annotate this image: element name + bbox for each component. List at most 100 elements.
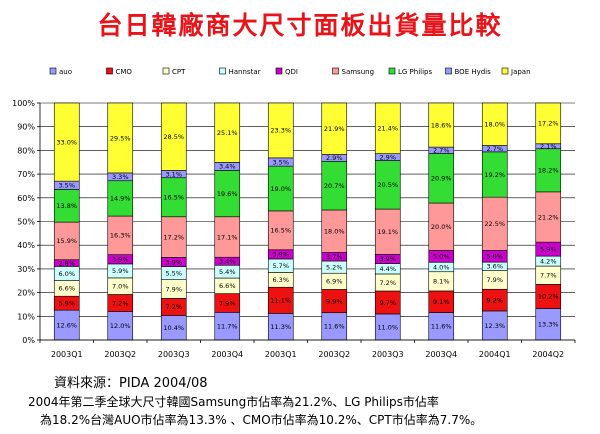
- legend-swatch-8: [501, 67, 509, 75]
- bar-segment-auo: [535, 308, 562, 341]
- data-label: 3.1%: [165, 170, 182, 178]
- x-tick-label: 2003Q1: [265, 350, 297, 359]
- data-label: 2.1%: [540, 143, 557, 151]
- bar-segment-lg-philips: [535, 148, 562, 193]
- y-axis: 0% 10% 20% 30% 40% 50% 60% 70% 80% 90% 100%: [12, 99, 41, 345]
- bar-segment-japan: [107, 102, 134, 174]
- data-label: 22.5%: [484, 220, 505, 228]
- bar-segment-japan: [374, 102, 401, 154]
- bar-segment-lg-philips: [321, 161, 348, 211]
- data-label: 4.4%: [379, 265, 396, 273]
- bar-segment-samsung: [535, 191, 562, 243]
- bar-segment-samsung: [160, 216, 187, 258]
- data-label: 9.7%: [379, 299, 396, 307]
- data-label: 15.9%: [56, 237, 77, 245]
- data-label: 3.4%: [219, 163, 236, 171]
- data-label: 18.2%: [538, 167, 559, 175]
- note-line-1: 2004年第二季全球大尺寸韓國Samsung市佔率為21.2%、LG Phili…: [28, 395, 439, 409]
- bar-segment-samsung: [321, 209, 348, 253]
- data-label: 20.9%: [431, 175, 452, 183]
- data-label: 11.6%: [324, 323, 345, 331]
- bar-segment-auo: [214, 312, 241, 341]
- x-tick-label: 2003Q3: [158, 350, 190, 359]
- bar-segment-auo: [107, 311, 134, 341]
- x-tick-label: 2003Q3: [372, 350, 404, 359]
- legend-label-5: Samsung: [342, 68, 375, 76]
- legend-label-6: LG Philips: [398, 68, 432, 76]
- data-label: 25.1%: [217, 129, 238, 137]
- source-note: 資料來源：PIDA 2004/08: [54, 376, 208, 391]
- data-label: 5.9%: [540, 245, 557, 253]
- data-label: 10.4%: [163, 324, 184, 332]
- y-tick-label: 40%: [17, 241, 35, 250]
- legend-swatch-1: [106, 67, 113, 75]
- data-label: 16.5%: [163, 194, 184, 202]
- data-label: 13.3%: [538, 321, 559, 329]
- data-label: 7.9%: [486, 276, 503, 284]
- data-label: 3.7%: [326, 253, 343, 261]
- legend-swatch-4: [275, 67, 283, 75]
- data-label: 17.2%: [538, 120, 559, 128]
- data-label: 6.3%: [272, 276, 289, 284]
- data-label: 19.2%: [484, 171, 505, 179]
- bar-segment-samsung: [481, 196, 508, 251]
- data-label: 3.9%: [272, 251, 289, 259]
- x-tick-label: 2003Q2: [318, 350, 350, 359]
- data-label: 12.6%: [56, 321, 77, 329]
- data-label: 12.3%: [484, 322, 505, 330]
- y-tick-label: 70%: [17, 170, 35, 179]
- y-tick-label: 30%: [17, 265, 35, 274]
- data-label: 3.9%: [165, 258, 182, 266]
- legend-label-0: auo: [59, 68, 72, 76]
- data-label: 20.5%: [377, 181, 398, 189]
- data-label: 4.2%: [540, 257, 557, 265]
- data-label: 5.2%: [326, 263, 343, 271]
- x-tick-label: 2003Q4: [425, 350, 457, 359]
- bar-segment-lg-philips: [374, 160, 401, 210]
- data-label: 16.5%: [270, 227, 291, 235]
- data-label: 23.3%: [270, 127, 291, 135]
- x-axis: 2003Q1 2003Q2 2003Q3 2003Q4 2003Q1 2003Q2 2003…: [39, 339, 576, 359]
- x-tick-label: 2004Q1: [479, 350, 511, 359]
- data-label: 7.2%: [379, 279, 396, 287]
- data-label: 7.9%: [165, 285, 182, 293]
- legend: auo CMO CPT Hannstar QDI Samsung LG Philips BOE…: [49, 67, 531, 76]
- data-label: 5.9%: [112, 267, 129, 275]
- data-label: 12.0%: [110, 322, 131, 330]
- legend-swatch-2: [162, 67, 170, 75]
- y-tick-label: 100%: [12, 99, 35, 108]
- legend-label-1: CMO: [116, 68, 133, 76]
- y-tick-label: 0%: [22, 336, 35, 345]
- data-label: 3.4%: [219, 258, 236, 266]
- legend-label-2: CPT: [172, 68, 186, 76]
- data-label: 2.9%: [326, 154, 343, 162]
- data-label: 17.1%: [217, 233, 238, 241]
- x-tick-label: 2003Q1: [51, 350, 83, 359]
- data-label: 3.5%: [272, 158, 289, 166]
- data-label: 7.2%: [165, 303, 182, 311]
- data-label: 3.9%: [112, 256, 129, 264]
- data-label: 19.6%: [217, 190, 238, 198]
- legend-swatch-7: [445, 67, 452, 75]
- legend-swatch-0: [49, 67, 57, 75]
- data-label: 19.1%: [377, 228, 398, 236]
- data-label: 6.6%: [219, 282, 236, 290]
- data-label: 5.0%: [486, 253, 503, 261]
- y-tick-label: 20%: [17, 289, 35, 298]
- bar-segment-lg-philips: [107, 180, 134, 217]
- bar-segment-lg-philips: [53, 189, 80, 223]
- bar-segment-samsung: [374, 208, 401, 255]
- data-label: 17.2%: [163, 233, 184, 241]
- data-label: 5.5%: [165, 269, 182, 277]
- bar-segment-lg-philips: [428, 153, 455, 204]
- bar-segment-lg-philips: [481, 151, 508, 198]
- data-label: 2.7%: [433, 147, 450, 155]
- x-tick-label: 2003Q2: [104, 350, 136, 359]
- bar-segment-japan: [428, 102, 455, 148]
- data-label: 28.5%: [163, 133, 184, 141]
- legend-label-3: Hannstar: [229, 68, 261, 76]
- data-label: 20.0%: [431, 223, 452, 231]
- legend-label-4: QDI: [285, 68, 298, 76]
- data-label: 2.8%: [58, 259, 75, 267]
